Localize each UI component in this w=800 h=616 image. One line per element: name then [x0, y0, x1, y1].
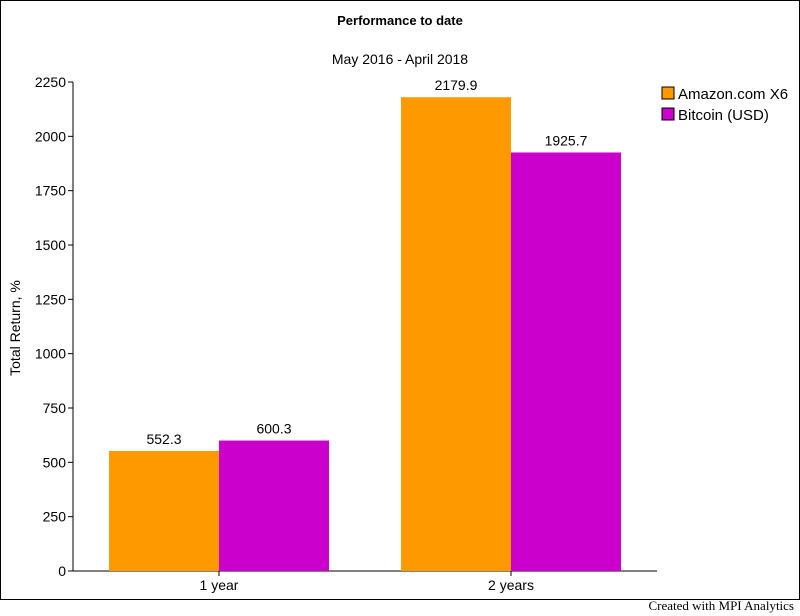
y-tick-label: 1500 — [35, 237, 66, 253]
bar — [511, 152, 621, 571]
y-tick-label: 0 — [58, 563, 66, 579]
data-label: 600.3 — [256, 421, 291, 437]
chart-frame: Performance to date May 2016 - April 201… — [0, 0, 800, 600]
y-tick-label: 750 — [43, 400, 67, 416]
x-tick-label: 2 years — [488, 577, 534, 593]
bar — [219, 440, 329, 571]
data-label: 552.3 — [146, 431, 181, 447]
data-label: 2179.9 — [435, 77, 478, 93]
y-tick-label: 500 — [43, 454, 67, 470]
chart-subtitle: May 2016 - April 2018 — [332, 51, 468, 67]
credit-text: Created with MPI Analytics — [648, 598, 794, 613]
y-tick-label: 1000 — [35, 346, 66, 362]
legend-swatch — [661, 86, 675, 100]
x-tick-label: 1 year — [200, 577, 239, 593]
chart-title: Performance to date — [337, 13, 463, 28]
bar — [401, 97, 511, 571]
y-tick-label: 2000 — [35, 128, 66, 144]
bar-chart: Performance to date May 2016 - April 201… — [7, 13, 788, 593]
y-tick-label: 1750 — [35, 183, 66, 199]
data-label: 1925.7 — [545, 132, 588, 148]
value-labels: 552.3 600.3 2179.9 1925.7 — [146, 77, 587, 447]
bars — [109, 97, 621, 571]
y-tick-label: 1250 — [35, 291, 66, 307]
legend-label: Bitcoin (USD) — [678, 107, 769, 124]
x-ticks: 1 year 2 years — [200, 571, 534, 593]
legend: Amazon.com X6 Bitcoin (USD) — [661, 86, 788, 124]
bar — [109, 450, 219, 571]
y-ticks: 0 250 500 750 1000 1250 1500 1750 2000 2250 — [35, 74, 73, 579]
legend-label: Amazon.com X6 — [678, 86, 788, 103]
y-tick-label: 250 — [43, 509, 67, 525]
legend-swatch — [661, 107, 675, 121]
y-axis-label: Total Return, % — [7, 280, 23, 376]
y-tick-label: 2250 — [35, 74, 66, 90]
